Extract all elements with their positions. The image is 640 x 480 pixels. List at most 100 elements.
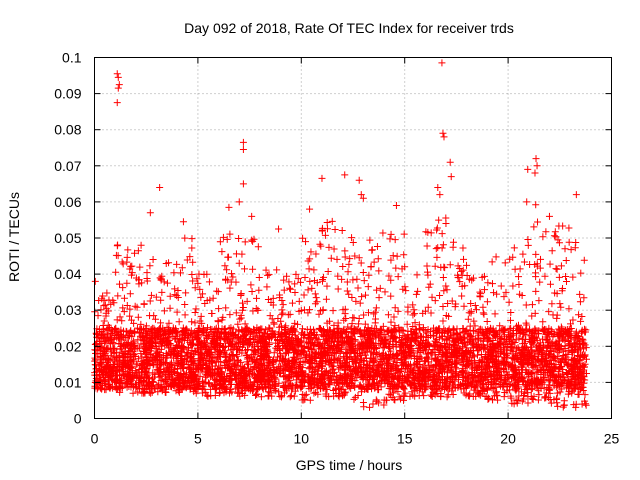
data-point bbox=[119, 327, 127, 335]
data-point bbox=[142, 322, 150, 330]
data-point bbox=[241, 238, 249, 246]
data-point bbox=[120, 372, 128, 380]
data-point bbox=[176, 269, 184, 277]
data-point bbox=[460, 302, 468, 310]
data-point bbox=[220, 325, 228, 333]
data-point bbox=[161, 329, 169, 337]
data-point bbox=[249, 265, 257, 273]
data-point bbox=[435, 216, 443, 224]
data-point bbox=[344, 268, 352, 276]
data-point bbox=[160, 278, 168, 286]
data-point bbox=[426, 280, 434, 288]
data-point bbox=[223, 372, 231, 380]
data-point bbox=[119, 260, 127, 268]
data-point bbox=[493, 290, 501, 298]
data-point bbox=[375, 294, 383, 302]
data-point bbox=[362, 291, 370, 299]
data-point bbox=[180, 328, 188, 336]
data-point bbox=[104, 362, 112, 370]
data-point bbox=[162, 334, 170, 342]
data-point bbox=[356, 299, 364, 307]
data-point bbox=[146, 297, 154, 305]
data-point bbox=[443, 286, 451, 294]
data-point bbox=[216, 328, 224, 336]
data-point bbox=[143, 275, 151, 283]
data-point bbox=[128, 262, 136, 270]
data-point bbox=[270, 319, 278, 327]
data-point bbox=[219, 313, 227, 321]
data-point bbox=[177, 370, 185, 378]
data-point bbox=[200, 341, 208, 349]
data-point bbox=[178, 336, 186, 344]
data-point bbox=[225, 363, 233, 371]
data-point bbox=[204, 392, 212, 400]
data-point bbox=[392, 264, 400, 272]
data-point bbox=[280, 286, 288, 294]
data-point bbox=[233, 372, 241, 380]
data-point bbox=[96, 375, 104, 383]
data-point bbox=[214, 318, 222, 326]
data-point bbox=[167, 351, 175, 359]
data-point bbox=[100, 317, 108, 325]
data-point bbox=[288, 299, 296, 307]
data-point bbox=[126, 290, 134, 298]
data-point bbox=[161, 359, 169, 367]
data-point bbox=[179, 327, 187, 335]
data-point bbox=[196, 285, 204, 293]
data-point bbox=[167, 382, 175, 390]
data-point bbox=[164, 340, 172, 348]
data-point bbox=[128, 362, 136, 370]
data-point bbox=[213, 287, 221, 295]
data-point bbox=[281, 383, 289, 391]
data-point bbox=[96, 353, 104, 361]
data-point bbox=[318, 226, 326, 234]
data-point bbox=[254, 243, 262, 251]
data-point bbox=[181, 383, 189, 391]
data-point bbox=[138, 389, 146, 397]
data-point bbox=[154, 356, 162, 364]
data-point bbox=[211, 385, 219, 393]
data-point bbox=[385, 272, 393, 280]
data-point bbox=[192, 389, 200, 397]
data-point bbox=[306, 277, 314, 285]
data-point bbox=[181, 311, 189, 319]
data-point bbox=[188, 271, 196, 279]
data-point bbox=[193, 331, 201, 339]
data-point bbox=[145, 357, 153, 365]
data-point bbox=[431, 297, 439, 305]
data-point bbox=[152, 293, 160, 301]
x-axis-label: GPS time / hours bbox=[296, 457, 403, 473]
data-point bbox=[265, 271, 273, 279]
data-point bbox=[386, 235, 394, 243]
data-point bbox=[182, 289, 190, 297]
data-point bbox=[140, 300, 148, 308]
data-point bbox=[323, 282, 331, 290]
data-point bbox=[223, 385, 231, 393]
data-point bbox=[114, 292, 122, 300]
data-point bbox=[96, 366, 104, 374]
data-point bbox=[153, 348, 161, 356]
data-point bbox=[308, 284, 316, 292]
data-point bbox=[187, 340, 195, 348]
data-point bbox=[113, 382, 121, 390]
data-point bbox=[173, 260, 181, 268]
data-point bbox=[192, 332, 200, 340]
data-point bbox=[439, 302, 447, 310]
data-point bbox=[174, 338, 182, 346]
data-point bbox=[178, 352, 186, 360]
data-point bbox=[120, 294, 128, 302]
data-point bbox=[235, 234, 243, 242]
data-point bbox=[379, 229, 387, 237]
data-point bbox=[238, 250, 246, 258]
data-point bbox=[174, 357, 182, 365]
data-point bbox=[278, 311, 286, 319]
data-point bbox=[400, 251, 408, 259]
data-point bbox=[113, 329, 121, 337]
data-point bbox=[112, 324, 120, 332]
data-point bbox=[169, 333, 177, 341]
data-point bbox=[116, 280, 124, 288]
data-point bbox=[178, 264, 186, 272]
data-point bbox=[439, 273, 447, 281]
data-point bbox=[146, 262, 154, 270]
